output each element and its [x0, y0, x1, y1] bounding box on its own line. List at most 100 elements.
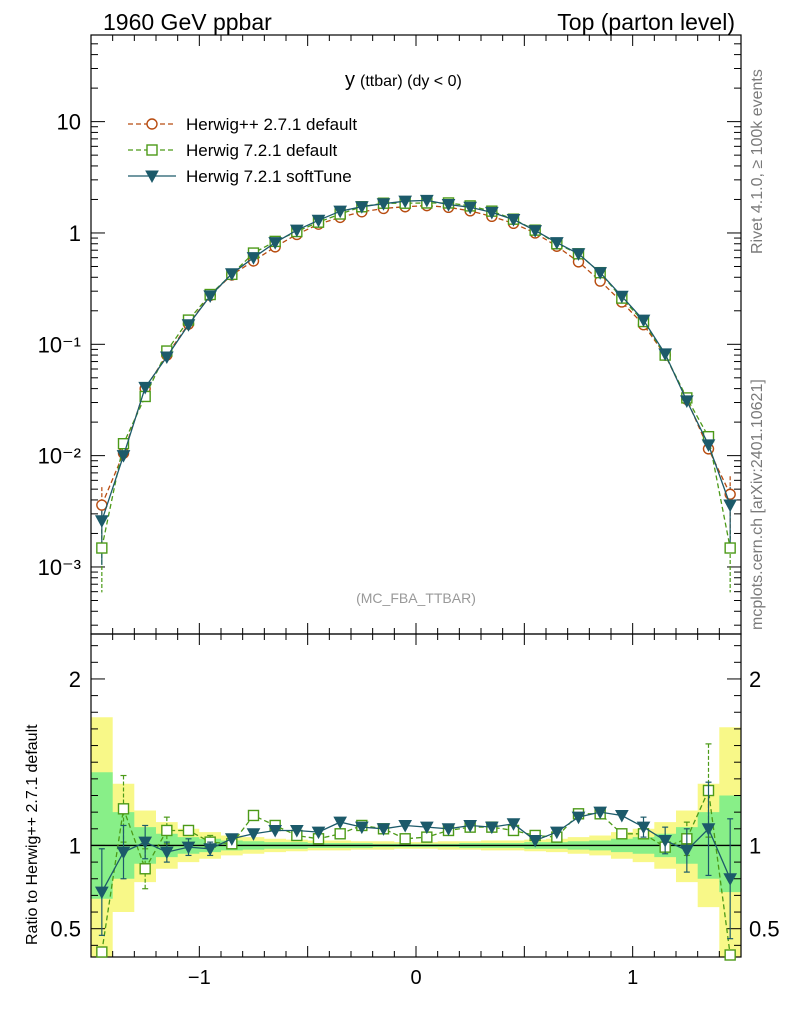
data-point-herwig-7-2-1-softtune [376, 198, 391, 211]
data-point-herwig-7-2-1-default [247, 809, 260, 822]
plot-title: y (ttbar) (dy < 0) [345, 69, 462, 91]
data-point-herwig-7-2-1-default [117, 438, 130, 450]
legend-label-herwig-2-7-1-default: Herwig++ 2.7.1 default [186, 115, 357, 134]
data-point-herwig-7-2-1-softtune [159, 351, 174, 364]
data-point-herwig-7-2-1-softtune [528, 225, 543, 238]
data-point-herwig-7-2-1-softtune [94, 886, 109, 900]
x-tick-label: 0 [410, 967, 421, 989]
data-point-herwig-7-2-1-softtune [614, 290, 629, 304]
data-point-herwig-7-2-1-softtune [181, 841, 196, 855]
data-point-herwig-7-2-1-softtune [484, 821, 499, 835]
data-point-herwig-7-2-1-softtune [593, 267, 608, 280]
data-point-herwig-7-2-1-softtune [311, 214, 326, 228]
legend-marker-herwig-7-2-1-default [146, 144, 158, 156]
data-point-herwig-7-2-1-softtune [333, 816, 348, 830]
y-tick-label: 10⁻² [38, 444, 81, 469]
data-point-herwig-7-2-1-softtune [571, 811, 586, 825]
data-point-herwig-7-2-1-softtune [593, 806, 608, 820]
y-tick-label: 1 [69, 221, 81, 246]
data-point-herwig-7-2-1-softtune [354, 201, 369, 214]
legend-label-herwig-7-2-1-default: Herwig 7.2.1 default [186, 141, 337, 160]
legend-marker-herwig-7-2-1-softtune [145, 170, 159, 184]
data-point-herwig-7-2-1-softtune [398, 195, 413, 209]
x-tick-label: −1 [188, 967, 211, 989]
uncertainty-band-outer [91, 717, 741, 957]
data-point-herwig-7-2-1-softtune [289, 224, 304, 238]
plot-title-qualifier: (ttbar) (dy < 0) [360, 73, 462, 90]
data-point-herwig-7-2-1-softtune [224, 268, 239, 281]
data-point-herwig-7-2-1-default [334, 828, 346, 840]
ratio-y-tick-label-right: 2 [749, 667, 761, 692]
data-point-herwig-7-2-1-softtune [354, 821, 369, 835]
data-point-herwig-7-2-1-softtune [224, 833, 239, 846]
ratio-y-tick-label-left: 1 [69, 833, 81, 858]
data-point-herwig-7-2-1-softtune [484, 206, 499, 220]
data-point-herwig-7-2-1-softtune [571, 248, 586, 261]
data-point-herwig-7-2-1-softtune [701, 823, 716, 836]
data-point-herwig-7-2-1-softtune [203, 843, 218, 856]
data-point-herwig-7-2-1-softtune [311, 826, 326, 840]
data-point-herwig-7-2-1-softtune [419, 821, 434, 835]
process-label: Top (parton level) [557, 9, 735, 35]
data-point-herwig-7-2-1-softtune [376, 823, 391, 836]
data-point-herwig-7-2-1-softtune [268, 824, 283, 838]
y-tick-label: 10⁻³ [38, 555, 81, 580]
data-point-herwig-7-2-1-softtune [441, 823, 456, 836]
data-point-herwig-7-2-1-softtune [679, 395, 694, 408]
data-point-herwig-7-2-1-softtune [159, 846, 174, 860]
data-point-herwig-7-2-1-softtune [333, 205, 348, 219]
ratio-y-tick-label-left: 2 [69, 667, 81, 692]
y-tick-label: 10⁻¹ [38, 332, 81, 357]
data-point-herwig-7-2-1-softtune [289, 824, 304, 838]
legend-marker-herwig-2-7-1-default [146, 118, 158, 130]
data-point-herwig-7-2-1-default [139, 863, 151, 875]
analysis-tag: (MC_FBA_TTBAR) [356, 590, 476, 606]
data-point-herwig-7-2-1-softtune [181, 319, 196, 332]
plot-title-variable: y [345, 69, 355, 91]
data-point-herwig-7-2-1-softtune [138, 836, 153, 850]
data-point-herwig-7-2-1-softtune [116, 450, 131, 463]
data-point-herwig-7-2-1-softtune [246, 828, 261, 841]
series-line-herwig-7-2-1-default [101, 788, 731, 956]
data-point-herwig-7-2-1-default [724, 949, 736, 961]
data-point-herwig-7-2-1-softtune [506, 818, 521, 831]
series-line-herwig-7-2-1-default [101, 202, 731, 549]
data-point-herwig-7-2-1-softtune [701, 439, 716, 452]
data-point-herwig-7-2-1-softtune [398, 819, 413, 833]
data-point-herwig-7-2-1-softtune [636, 314, 651, 328]
data-point-herwig-7-2-1-softtune [116, 846, 131, 860]
data-point-herwig-7-2-1-softtune [614, 809, 629, 823]
data-point-herwig-7-2-1-softtune [441, 199, 456, 212]
data-point-herwig-7-2-1-softtune [203, 290, 218, 303]
data-point-herwig-7-2-1-softtune [268, 237, 283, 250]
y-tick-label: 10 [57, 110, 81, 135]
data-point-herwig-7-2-1-softtune [463, 819, 478, 833]
series-line-herwig-7-2-1-softtune [101, 199, 731, 522]
ratio-frame [90, 633, 742, 958]
x-tick-label: 1 [627, 967, 638, 989]
data-point-herwig-7-2-1-default [96, 542, 108, 554]
legend-label-herwig-7-2-1-softtune: Herwig 7.2.1 softTune [186, 167, 352, 186]
ratio-y-tick-label-right: 0.5 [749, 917, 780, 942]
ratio-axis-label: Ratio to Herwig++ 2.7.1 default [24, 724, 41, 945]
data-point-herwig-7-2-1-default [616, 828, 628, 840]
source-label: mcplots.cern.ch [arXiv:2401.10621] [749, 379, 766, 630]
data-point-herwig-7-2-1-softtune [94, 515, 109, 528]
data-point-herwig-7-2-1-softtune [723, 873, 738, 886]
data-point-herwig-7-2-1-softtune [636, 821, 651, 835]
data-point-herwig-7-2-1-default [117, 803, 130, 815]
data-point-herwig-7-2-1-softtune [549, 826, 564, 840]
main-panel: 10 1 10⁻¹ 10⁻² 10⁻³ Herwig++ 2.7.1 default Her… [38, 34, 742, 635]
data-point-herwig-7-2-1-default [96, 946, 108, 958]
data-point-herwig-7-2-1-default [182, 824, 195, 837]
data-point-herwig-7-2-1-softtune [138, 381, 153, 395]
data-point-herwig-7-2-1-softtune [679, 844, 694, 858]
data-point-herwig-7-2-1-default [399, 833, 411, 845]
rivet-version-label: Rivet 4.1.0, ≥ 100k events [749, 69, 766, 254]
data-point-herwig-7-2-1-softtune [463, 201, 478, 215]
data-point-herwig-7-2-1-default [161, 824, 173, 837]
ratio-panel: −1 0 1 2 2 1 1 0.5 0.5 [50, 633, 780, 989]
data-point-herwig-7-2-1-softtune [658, 834, 673, 848]
data-point-herwig-7-2-1-softtune [658, 348, 673, 361]
